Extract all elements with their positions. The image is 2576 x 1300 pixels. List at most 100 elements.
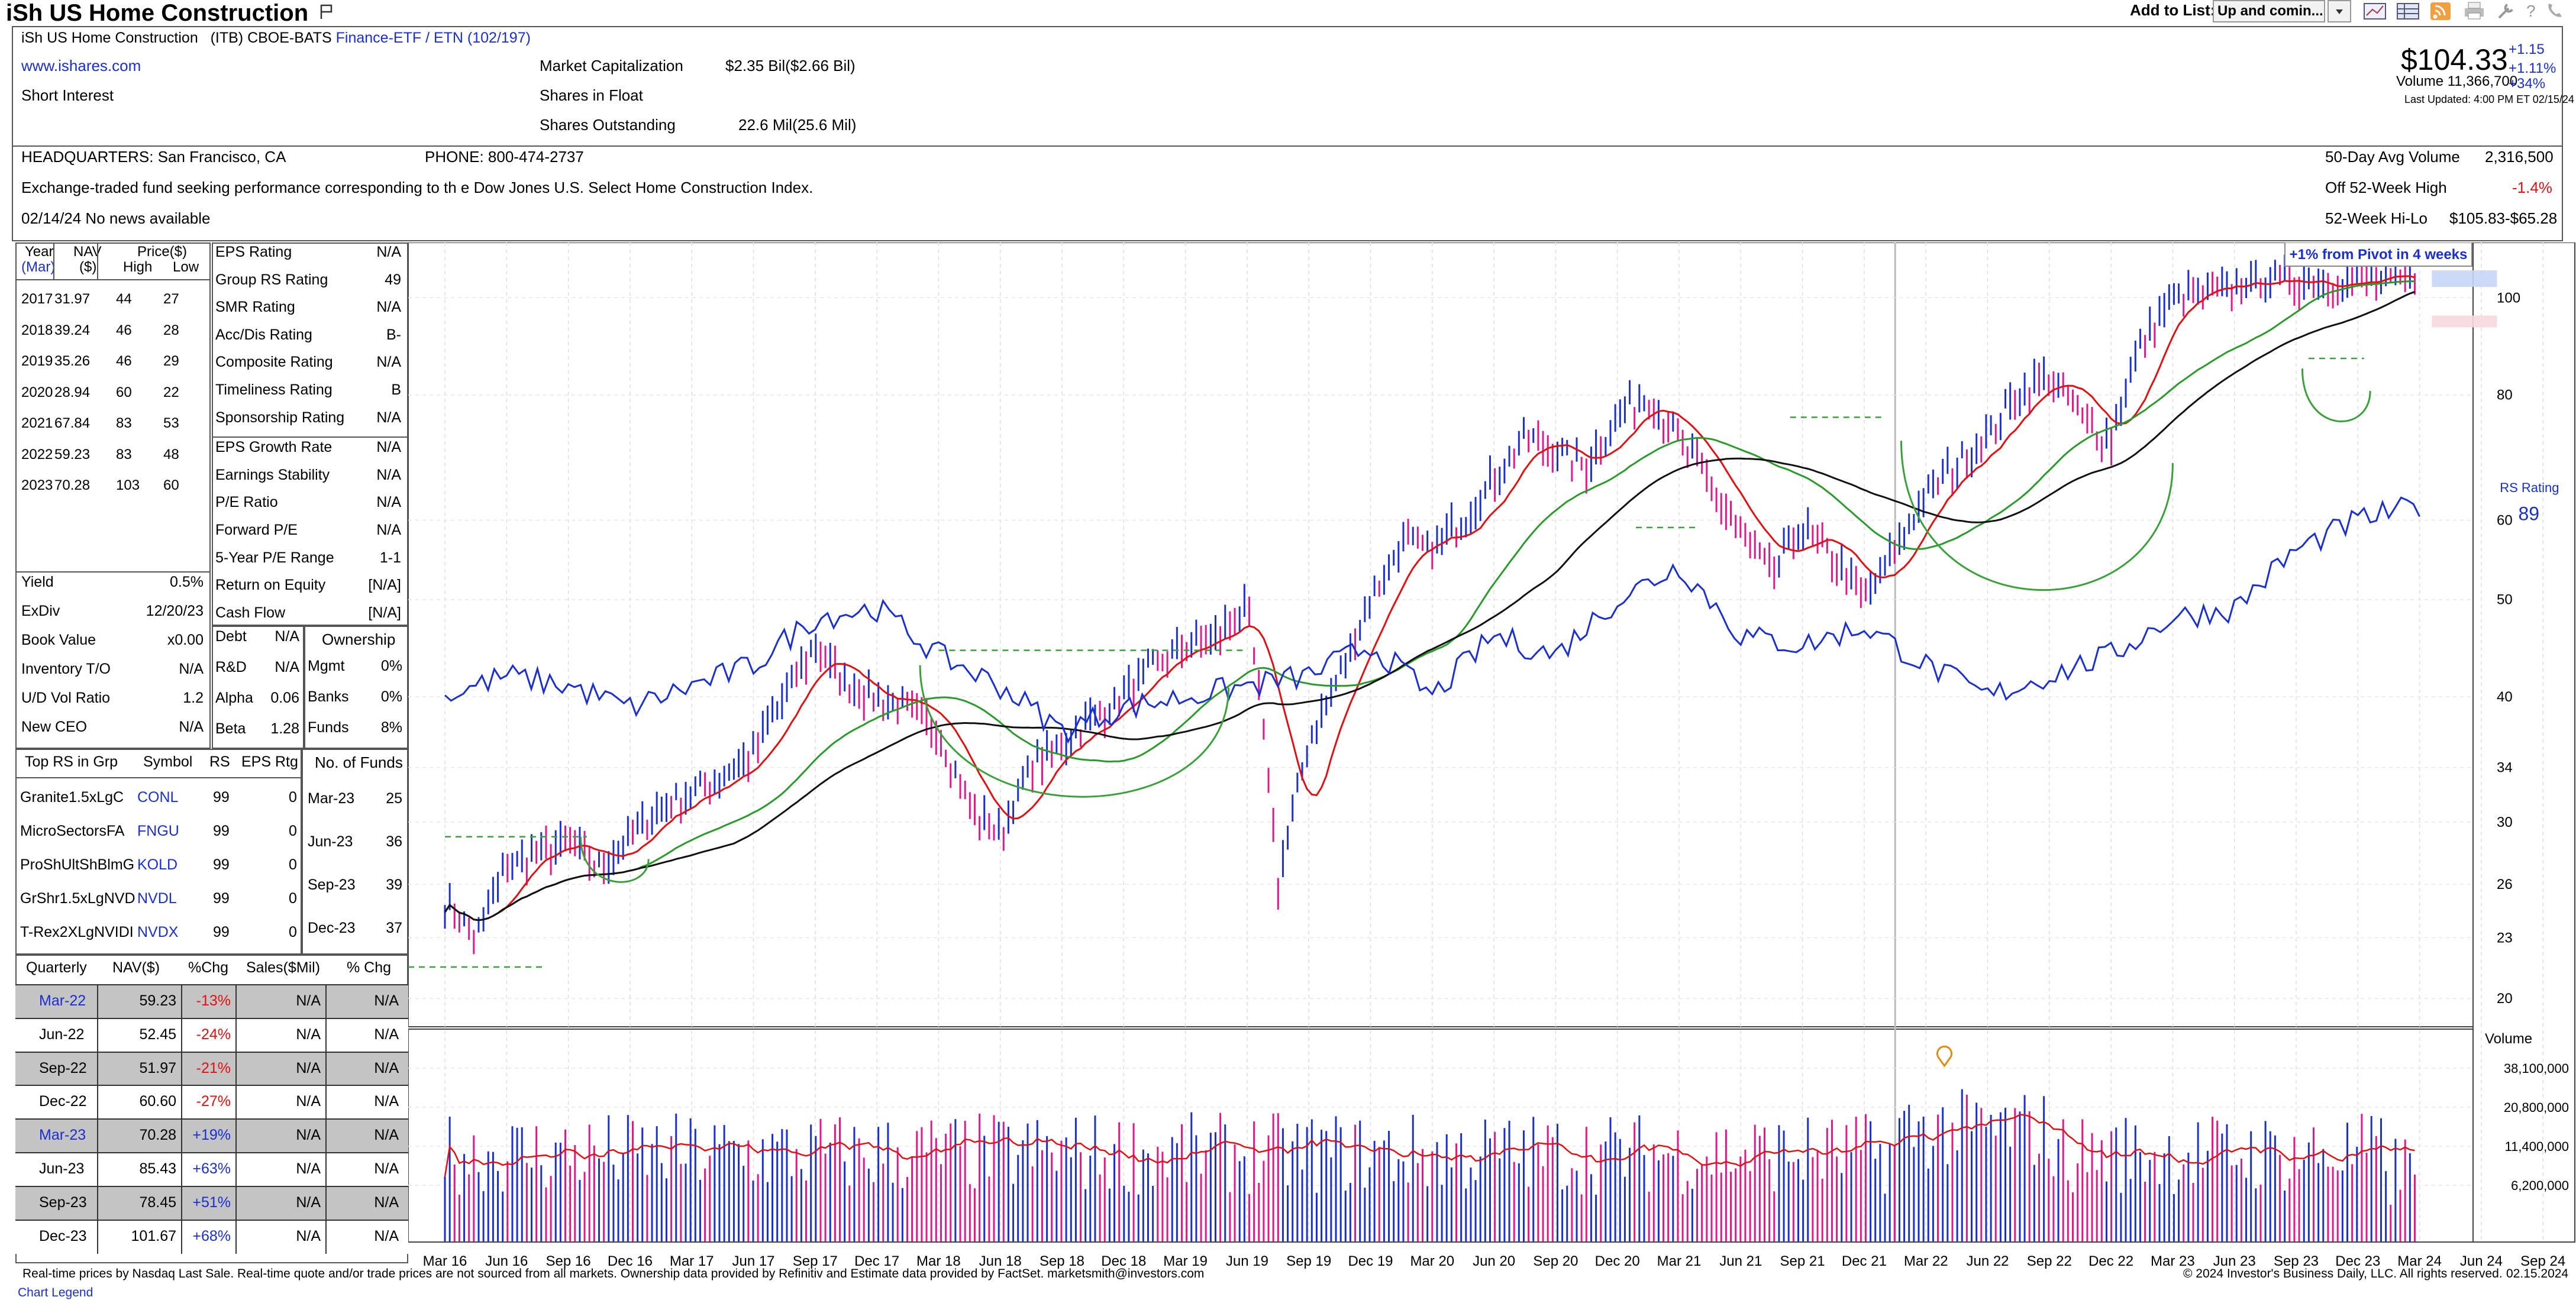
volume-pct: +34% [2509,76,2546,92]
x-tick-label: Sep 24 [2520,1253,2565,1269]
copyright: © 2024 Investor's Business Daily, LLC. A… [2183,1267,2503,1280]
top-rs-name: ProShUltShBlmG [20,856,135,873]
annual-headers: Year (Mar) NAV ($) Price($) High Low [21,244,199,275]
yield-value: N/A [179,719,204,735]
top-rs-rs: 99 [213,789,230,806]
divider [235,985,237,1018]
x-tick-label: Mar 22 [1904,1253,1948,1269]
rating-value: [N/A] [368,577,401,594]
y-tick-label: 50 [2497,592,2513,608]
add-to-list-select[interactable]: Up and comin... [2213,0,2325,22]
annual-nav: 28.94 [54,384,91,400]
funds-count: 37 [386,920,402,936]
debt-label: Debt [215,628,247,645]
x-tick-label: Jun 17 [732,1253,774,1269]
divider [325,1120,327,1153]
shares-out-value: 22.6 Mil(25.6 Mil) [738,116,857,134]
x-tick-label: Sep 16 [546,1253,591,1269]
y-tick-label: 34 [2497,760,2513,776]
print-icon[interactable] [2461,0,2490,22]
dropdown-arrow-button[interactable] [2328,0,2351,22]
feed-icon[interactable] [2428,0,2456,22]
annual-year: 2019 [21,353,53,369]
top-rs-symbol-link[interactable]: KOLD [137,856,178,873]
volume-ma-line [444,1114,2415,1177]
website-link[interactable]: www.ishares.com [21,57,141,75]
chart-legend-link[interactable]: Chart Legend [18,1286,93,1299]
divider [325,1086,327,1120]
top-rs-symbol-link[interactable]: CONL [137,789,179,806]
divider [235,1086,237,1120]
annual-low: 28 [163,322,179,338]
yield-box [15,571,211,749]
rs-line [444,496,2420,744]
volume-tick-label: 20,800,000 [2504,1100,2569,1115]
price-change: +1.15 [2509,41,2545,57]
ownership-label: Funds [308,719,349,736]
price-chart-svg: Mar 16 Jun 16 Sep 16 Dec 16 Mar 17 Jun 17 Sep … [408,242,2575,1269]
divider [235,1186,237,1220]
quarterly-header: % Chg [347,959,392,976]
yield-value: 0.5% [170,574,204,590]
top-rs-name: Granite1.5xLgC [20,789,124,806]
divider [97,1018,98,1052]
ownership-value: 8% [380,719,402,736]
quarterly-chg: -24% [196,1026,231,1043]
quarterly-period: Jun-22 [39,1026,85,1043]
divider [235,1018,237,1052]
rating-value: 49 [385,271,401,288]
float-label: Shares in Float [540,86,643,104]
quarterly-chg: +63% [192,1160,231,1177]
table-icon[interactable] [2395,0,2423,22]
quarterly-sales: N/A [296,1160,321,1177]
subtitle-line: iSh US Home Construction (ITB) CBOE-BATS… [21,30,531,46]
cup-base [1900,441,2174,591]
quarterly-chg: -13% [196,992,231,1009]
x-tick-label: Dec 23 [2335,1253,2380,1269]
quarterly-period: Mar-22 [39,992,86,1009]
debt-label: Beta [215,720,246,737]
divider [325,1186,327,1220]
annual-low: 27 [163,291,179,307]
quarterly-nav: 78.45 [139,1194,176,1211]
x-tick-label: Mar 20 [1410,1253,1454,1269]
help-icon[interactable]: ? [2522,0,2543,22]
rating-label: Return on Equity [215,577,326,594]
top-rs-header: Top RS in Grp [25,754,118,770]
rating-value: [N/A] [368,604,401,621]
x-tick-label: Mar 17 [670,1253,714,1269]
group-link[interactable]: Finance-ETF / ETN (102/197) [335,30,531,46]
funds-count: 25 [386,790,402,807]
rating-value: N/A [376,439,401,456]
divider [325,1018,327,1052]
top-rs-rs: 99 [213,890,230,907]
price-panel [408,242,2474,1027]
top-rs-symbol-link[interactable]: NVDL [137,890,177,907]
top-rs-symbol-link[interactable]: NVDX [137,924,179,940]
rating-label: Composite Rating [215,354,333,371]
chart-icon[interactable] [2362,0,2390,22]
annual-low: 22 [163,384,179,400]
price-chart[interactable]: Mar 16 Jun 16 Sep 16 Dec 16 Mar 17 Jun 17 Sep … [408,242,2576,1272]
x-tick-label: Mar 24 [2397,1253,2442,1269]
phone-icon[interactable] [2544,0,2568,22]
quarterly-nav: 85.43 [139,1160,176,1177]
rating-label: EPS Rating [215,244,292,260]
top-rs-name: T-Rex2XLgNVIDI [20,924,134,940]
tools-icon[interactable] [2494,0,2520,22]
top-rs-symbol-link[interactable]: FNGU [137,823,179,839]
x-tick-label: Mar 21 [1657,1253,1702,1269]
volume-tick-label: 6,200,000 [2511,1178,2569,1193]
quarterly-headers: Quarterly NAV($) %Chg Sales($Mil) % Chg [15,957,408,984]
divider [15,279,211,280]
x-tick-label: Sep 19 [1286,1253,1331,1269]
flag-icon[interactable] [319,4,334,20]
pivot-note-text: +1% from Pivot in 4 weeks [2290,247,2468,263]
x-tick-label: Jun 18 [979,1253,1022,1269]
divider [235,1153,237,1186]
top-rs-rs: 99 [213,856,230,873]
top-rs-rs: 99 [213,823,230,839]
x-tick-label: Sep 23 [2274,1253,2319,1269]
x-tick-label: Dec 16 [608,1253,653,1269]
quarterly-period: Dec-22 [39,1093,87,1110]
